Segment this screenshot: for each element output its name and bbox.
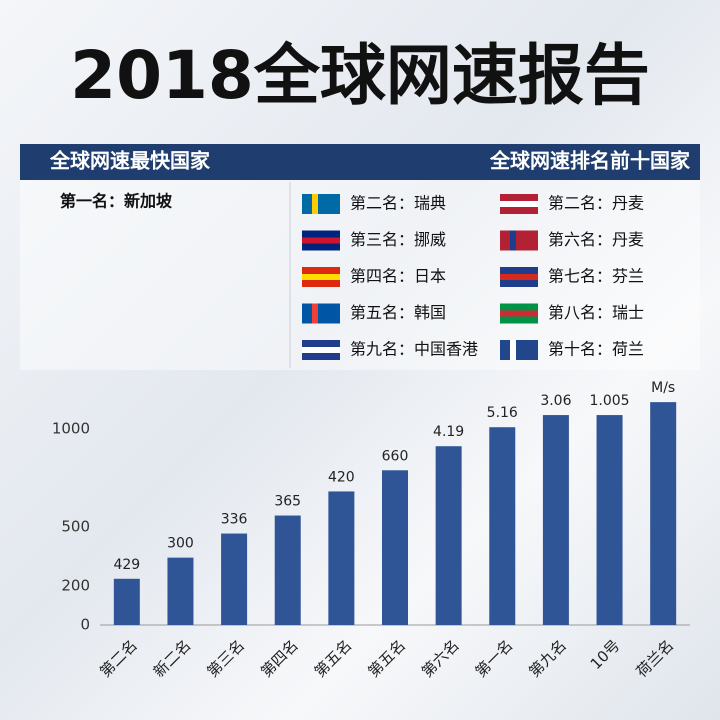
x-tick-label: 第三名 [204, 636, 249, 681]
flag-stripe [510, 230, 516, 251]
flag-stripe [302, 274, 340, 280]
y-tick-label: 1000 [52, 420, 90, 438]
bar-label: 660 [382, 448, 409, 464]
x-tick-label: 荷兰名 [633, 636, 678, 681]
x-tick-label: 第九名 [525, 636, 570, 681]
bar-label: 336 [221, 512, 248, 528]
ranking-entry: 第六名：丹麦 [548, 230, 644, 249]
flag-stripe [302, 347, 340, 353]
flag-stripe [312, 194, 318, 214]
ranking-entry: 第十名：荷兰 [548, 340, 644, 359]
list-panel [20, 180, 700, 370]
bar-label: M/s [651, 380, 675, 396]
ranking-entry: 第七名：芬兰 [548, 267, 644, 286]
bar-label: 3.06 [540, 393, 571, 409]
bar [167, 557, 194, 625]
bar-label: 365 [274, 494, 301, 510]
x-tick-label: 第二名 [96, 636, 141, 681]
right-title: 全球网速排名前十国家 [489, 149, 691, 173]
left-title: 全球网速最快国家 [49, 149, 211, 173]
first-place: 第一名：新加坡 [60, 192, 173, 211]
bar-label: 4.19 [433, 424, 464, 440]
bar [650, 402, 677, 625]
bar [489, 427, 516, 625]
bar [596, 415, 623, 625]
flag-stripe [500, 201, 538, 207]
bar [542, 415, 569, 625]
bar [435, 446, 462, 625]
ranking-entry: 第二名：丹麦 [548, 194, 644, 213]
x-tick-label: 第四名 [257, 636, 302, 681]
header-bar [20, 144, 700, 180]
bar-label: 429 [113, 557, 140, 573]
flag-stripe [312, 303, 318, 324]
bar [328, 491, 355, 625]
ranking-entry: 第九名：中国香港 [350, 340, 478, 359]
x-tick-label: 新二名 [150, 636, 195, 681]
flag [302, 194, 340, 214]
flag-stripe [500, 310, 538, 317]
flag [500, 230, 538, 251]
x-tick-label: 第五名 [311, 636, 356, 681]
x-tick-label: 10号 [587, 636, 624, 673]
bar-label: 300 [167, 536, 194, 552]
flag-stripe [510, 340, 516, 360]
y-tick-label: 200 [61, 576, 90, 594]
y-tick-label: 0 [80, 616, 90, 634]
bar-label: 1.005 [589, 393, 629, 409]
ranking-entry: 第八名：瑞士 [548, 303, 644, 322]
x-tick-label: 第六名 [418, 636, 463, 681]
bar [221, 533, 248, 625]
bar-label: 420 [328, 469, 355, 485]
flag [302, 303, 340, 324]
x-tick-label: 第五名 [364, 636, 409, 681]
title: 2018全球网速报告 [70, 37, 650, 114]
ranking-entry: 第四名：日本 [350, 267, 446, 286]
ranking-entry: 第三名：挪威 [350, 230, 446, 249]
ranking-entry: 第五名：韩国 [350, 303, 446, 322]
bar [274, 515, 301, 625]
x-tick-label: 第一名 [472, 636, 517, 681]
bar-label: 5.16 [487, 405, 518, 421]
flag [500, 340, 538, 360]
flag-stripe [500, 274, 538, 280]
bar [113, 578, 140, 625]
flag-stripe [302, 237, 340, 244]
y-tick-label: 500 [61, 518, 90, 536]
ranking-entry: 第二名：瑞典 [350, 194, 446, 213]
bar [382, 470, 408, 625]
